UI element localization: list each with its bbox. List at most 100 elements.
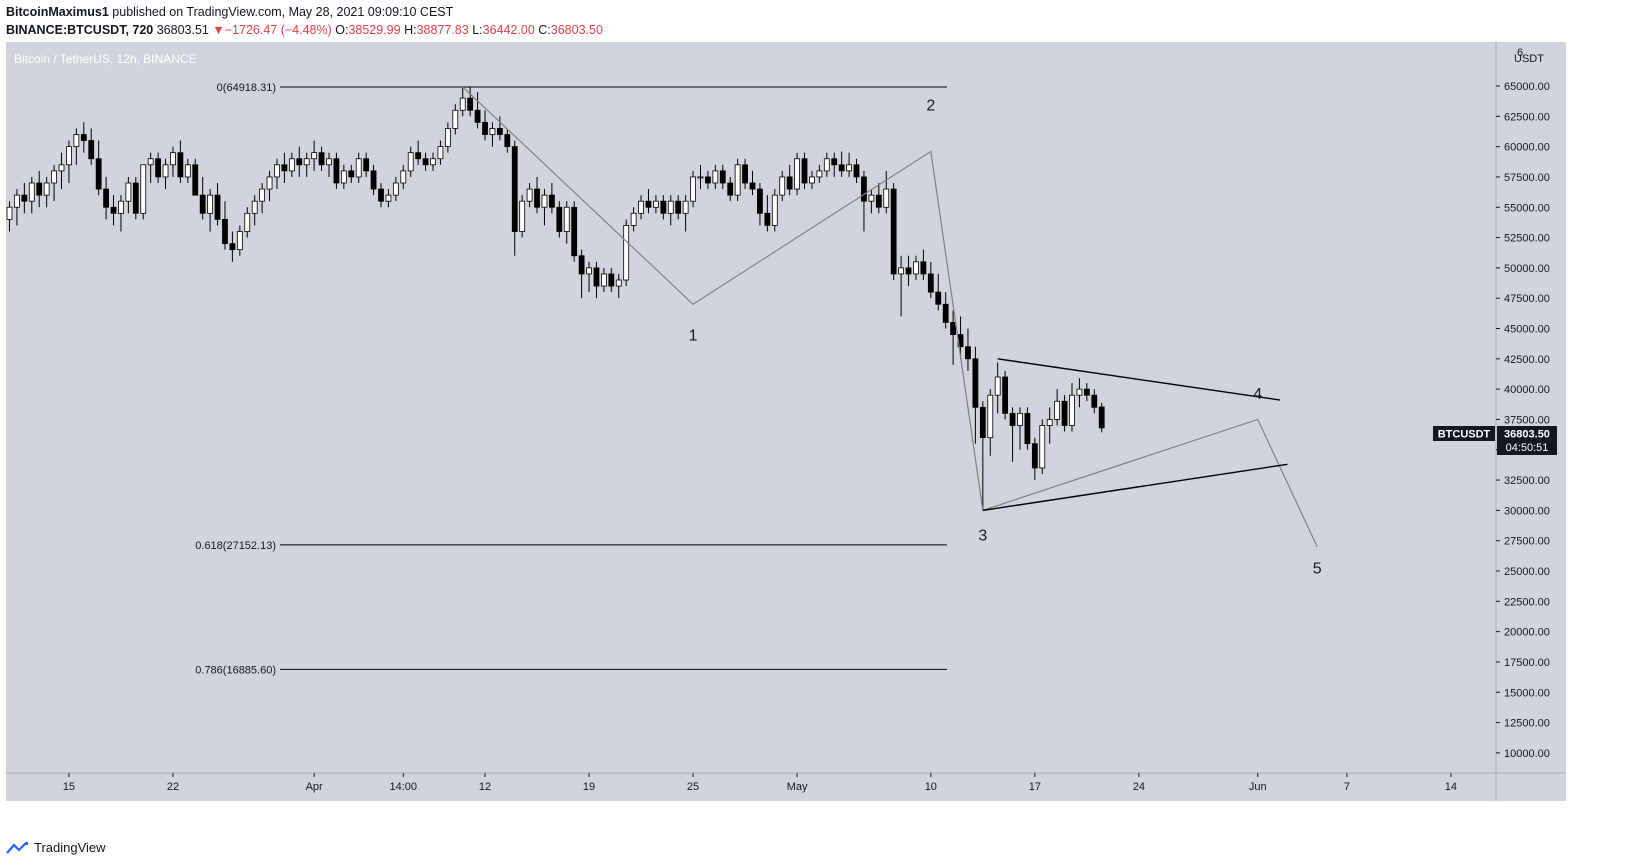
candle-up — [125, 182, 132, 202]
candle-down — [1098, 406, 1105, 429]
candle-up — [407, 152, 414, 172]
price-axis[interactable]: 10000.00 12500.00 15000.00 17500.00 20000.00… — [1496, 81, 1550, 760]
candles — [6, 86, 1105, 511]
candle-up — [794, 158, 800, 190]
candle-up — [638, 200, 644, 214]
price-tick-label: 30000.00 — [1504, 505, 1550, 517]
candle-up — [1076, 388, 1083, 396]
candle-down — [727, 182, 734, 196]
candle-down — [177, 152, 184, 178]
candle-down — [645, 200, 652, 208]
candle-up — [236, 231, 243, 251]
time-axis[interactable]: 15 22 Apr 14:00 12 19 25 May 10 17 24 Jun 7 14 — [63, 773, 1457, 793]
fib-levels: 0(64918.31) 0.618(27152.13) 0.786(16885.60… — [195, 82, 947, 676]
wave-label: 1 — [689, 328, 698, 345]
price-tick-label: 65000.00 — [1504, 81, 1550, 93]
time-tick-label: 14 — [1445, 781, 1457, 793]
price-tick-label: 25000.00 — [1504, 566, 1550, 578]
candle-up — [66, 146, 72, 166]
candle-up — [913, 261, 919, 275]
time-tick-label: 14:00 — [390, 781, 418, 793]
time-tick-label: 22 — [167, 781, 179, 793]
candle-down — [950, 322, 957, 335]
low-value: 36442.00 — [482, 23, 535, 37]
candle-down — [853, 164, 860, 178]
candle-up — [823, 158, 830, 172]
candle-down — [786, 176, 793, 190]
price-tick-label: 40000.00 — [1504, 384, 1550, 396]
candle-up — [430, 158, 436, 166]
candle-up — [779, 176, 786, 196]
candle-down — [719, 170, 726, 184]
candle-up — [28, 182, 35, 202]
candle-up — [667, 200, 674, 214]
candle-up — [266, 176, 273, 190]
price-axis-partial-label: 6 — [1517, 47, 1523, 59]
candle-up — [326, 158, 332, 166]
triangle-upper-line — [997, 358, 1281, 401]
candle-down — [482, 121, 488, 135]
candle-down — [608, 273, 615, 287]
tradingview-brand-text: TradingView — [34, 840, 106, 855]
candle-down — [972, 358, 979, 408]
time-tick-label: May — [787, 781, 808, 793]
price-tag: BTCUSDT 36803.50 04:50:51 — [1433, 426, 1557, 455]
candle-up — [400, 170, 407, 184]
candle-up — [118, 200, 124, 214]
candle-up — [184, 164, 191, 178]
candle-up — [170, 152, 176, 166]
candle-up — [1069, 394, 1075, 426]
candle-down — [571, 206, 578, 257]
wave-and-triangle-lines: 1 2 3 4 5 — [462, 86, 1322, 577]
candle-up — [586, 267, 592, 275]
change-down-icon: ▼ — [212, 23, 225, 37]
candle-down — [1009, 412, 1016, 426]
candle-down — [222, 218, 228, 245]
candle-up — [898, 267, 904, 275]
candle-up — [868, 194, 875, 202]
candle-down — [474, 109, 481, 123]
candle-down — [742, 164, 748, 184]
candle-up — [140, 164, 147, 214]
time-tick-label: 10 — [925, 781, 937, 793]
candle-down — [548, 194, 555, 208]
time-tick-label: Jun — [1249, 781, 1267, 793]
candle-up — [623, 225, 630, 281]
price-tick-label: 57500.00 — [1504, 172, 1550, 184]
candle-up — [712, 170, 719, 184]
candle-up — [519, 200, 526, 232]
candle-up — [259, 188, 266, 202]
candle-down — [861, 176, 867, 202]
candle-up — [162, 164, 169, 178]
price-tick-label: 60000.00 — [1504, 142, 1550, 154]
candle-up — [630, 212, 637, 226]
fib-level-label: 0(64918.31) — [217, 82, 276, 94]
candle-down — [831, 158, 838, 166]
candle-down — [88, 140, 95, 160]
publisher-name[interactable]: BitcoinMaximus1 — [6, 5, 109, 19]
candle-down — [199, 194, 206, 214]
footer-brand[interactable]: TradingView — [6, 840, 106, 855]
candle-down — [296, 158, 303, 166]
candle-up — [809, 176, 815, 184]
tradingview-logo-icon — [6, 841, 29, 854]
candle-down — [1091, 394, 1098, 408]
candle-up — [244, 212, 251, 232]
candle-up — [846, 164, 852, 172]
candle-down — [103, 188, 109, 208]
candle-up — [58, 164, 65, 172]
candle-down — [890, 188, 897, 275]
candle-down — [21, 194, 28, 202]
candle-up — [541, 194, 548, 208]
price-tick-label: 62500.00 — [1504, 111, 1550, 123]
candle-down — [965, 346, 971, 360]
candle-down — [675, 200, 682, 214]
candle-down — [979, 406, 986, 439]
candle-up — [51, 170, 57, 184]
candle-down — [1002, 376, 1009, 414]
candle-up — [43, 182, 50, 196]
price-tick-label: 20000.00 — [1504, 627, 1550, 639]
plot-background — [6, 42, 1496, 773]
candle-down — [80, 134, 87, 141]
